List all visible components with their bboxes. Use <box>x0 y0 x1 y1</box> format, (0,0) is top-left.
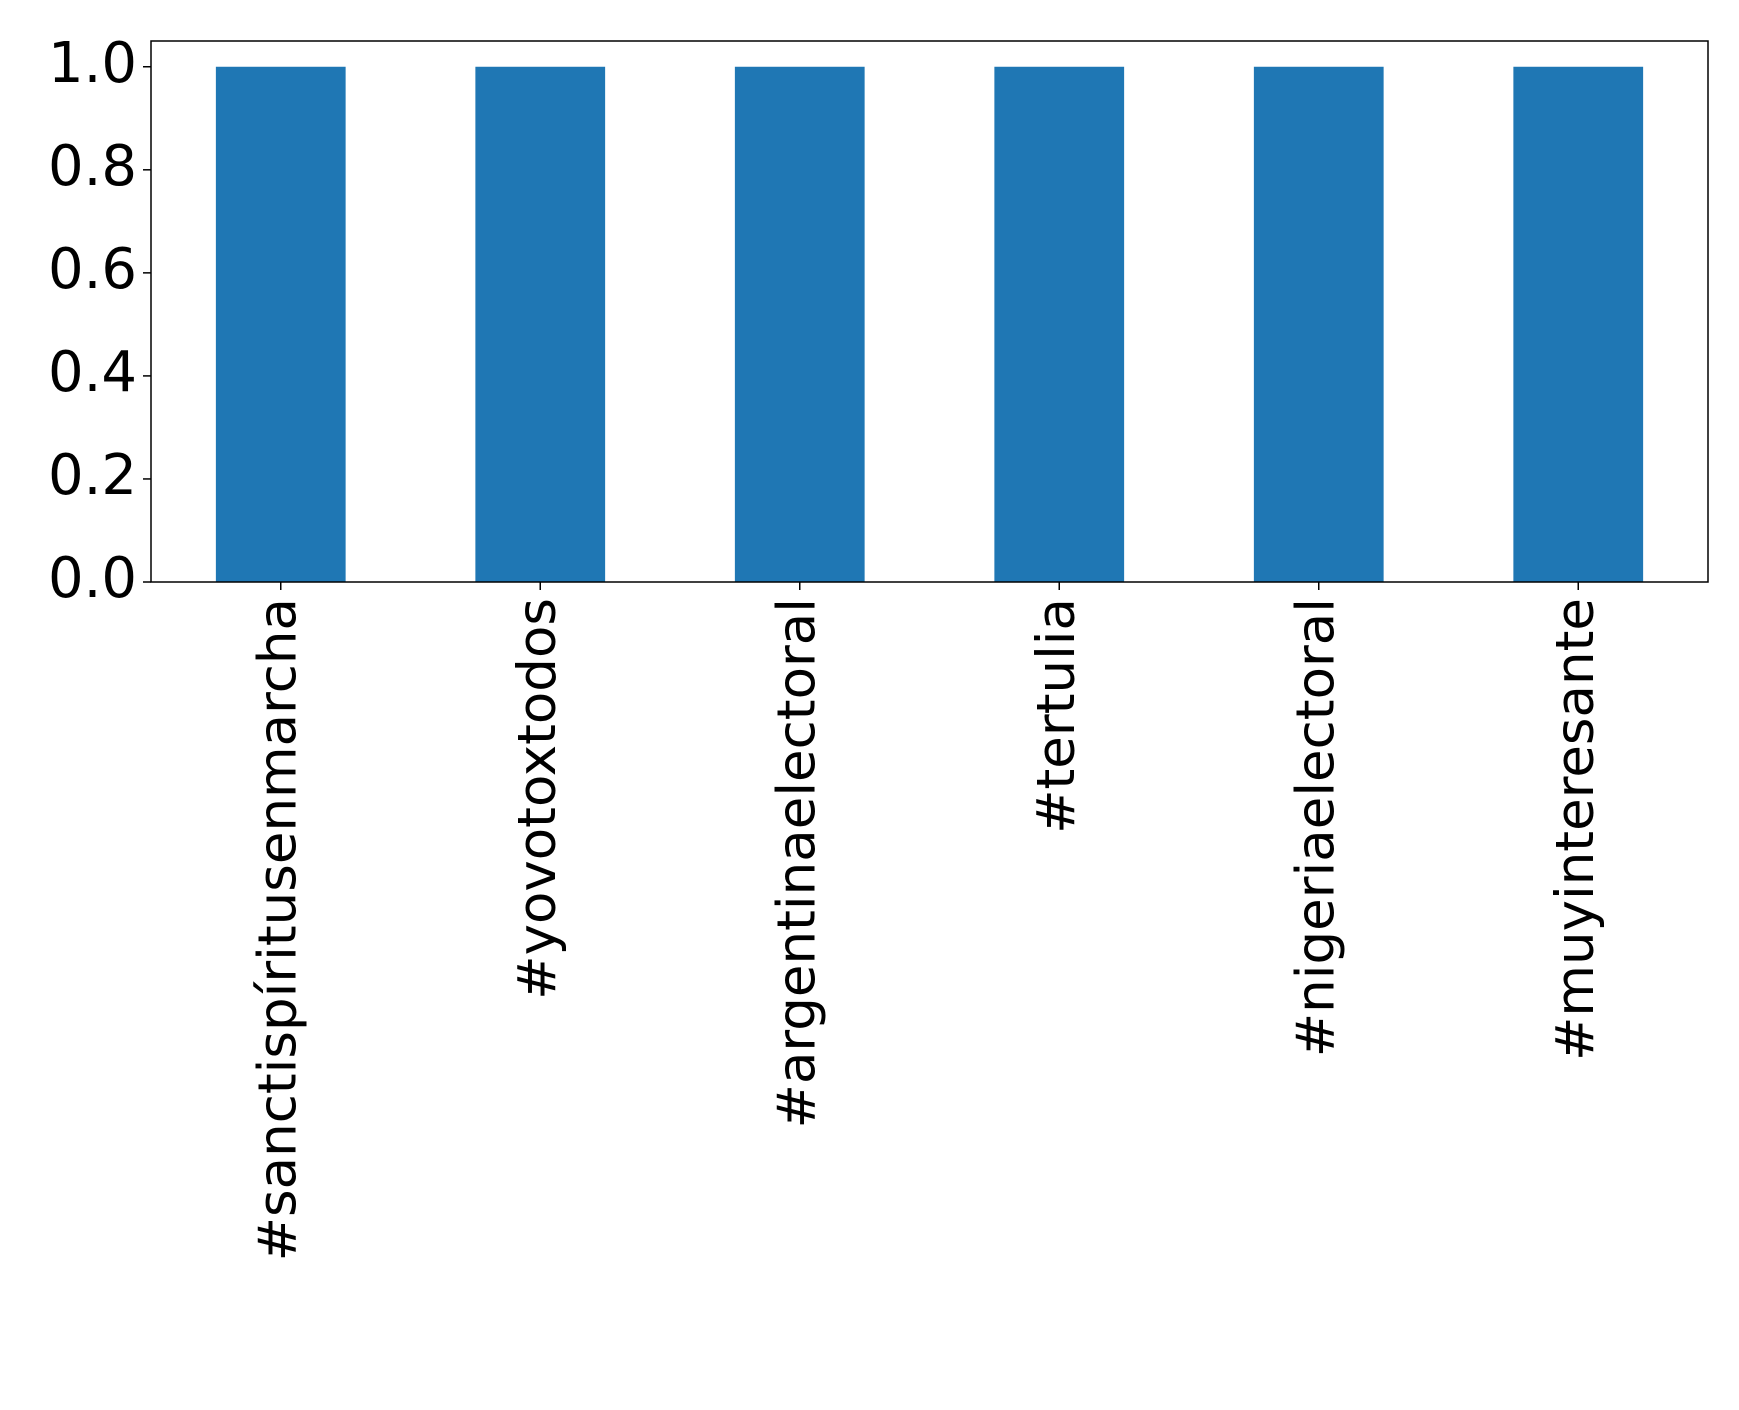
x-tick-label: #yovotoxtodos <box>507 598 568 1000</box>
bar <box>215 66 346 582</box>
bar <box>734 66 865 582</box>
plot-frame <box>150 40 1709 583</box>
y-tick-label: 0.0 <box>48 546 137 611</box>
bar <box>475 66 606 582</box>
x-tick-label: #muyinteresante <box>1545 598 1606 1061</box>
y-tick-label: 0.8 <box>48 134 137 199</box>
y-tick-label: 0.2 <box>48 443 137 508</box>
y-tick-label: 0.6 <box>48 237 137 302</box>
x-tick-label: #nigeriaelectoral <box>1285 598 1346 1057</box>
y-tick-label: 1.0 <box>48 31 137 96</box>
bar <box>1513 66 1644 582</box>
y-tick-label: 0.4 <box>48 340 137 405</box>
bar <box>994 66 1125 582</box>
bar <box>1253 66 1384 582</box>
x-tick-label: #argentinaelectoral <box>766 598 827 1128</box>
x-tick-label: #sanctispíritusenmarcha <box>247 598 308 1261</box>
x-tick-label: #tertulia <box>1026 598 1087 834</box>
